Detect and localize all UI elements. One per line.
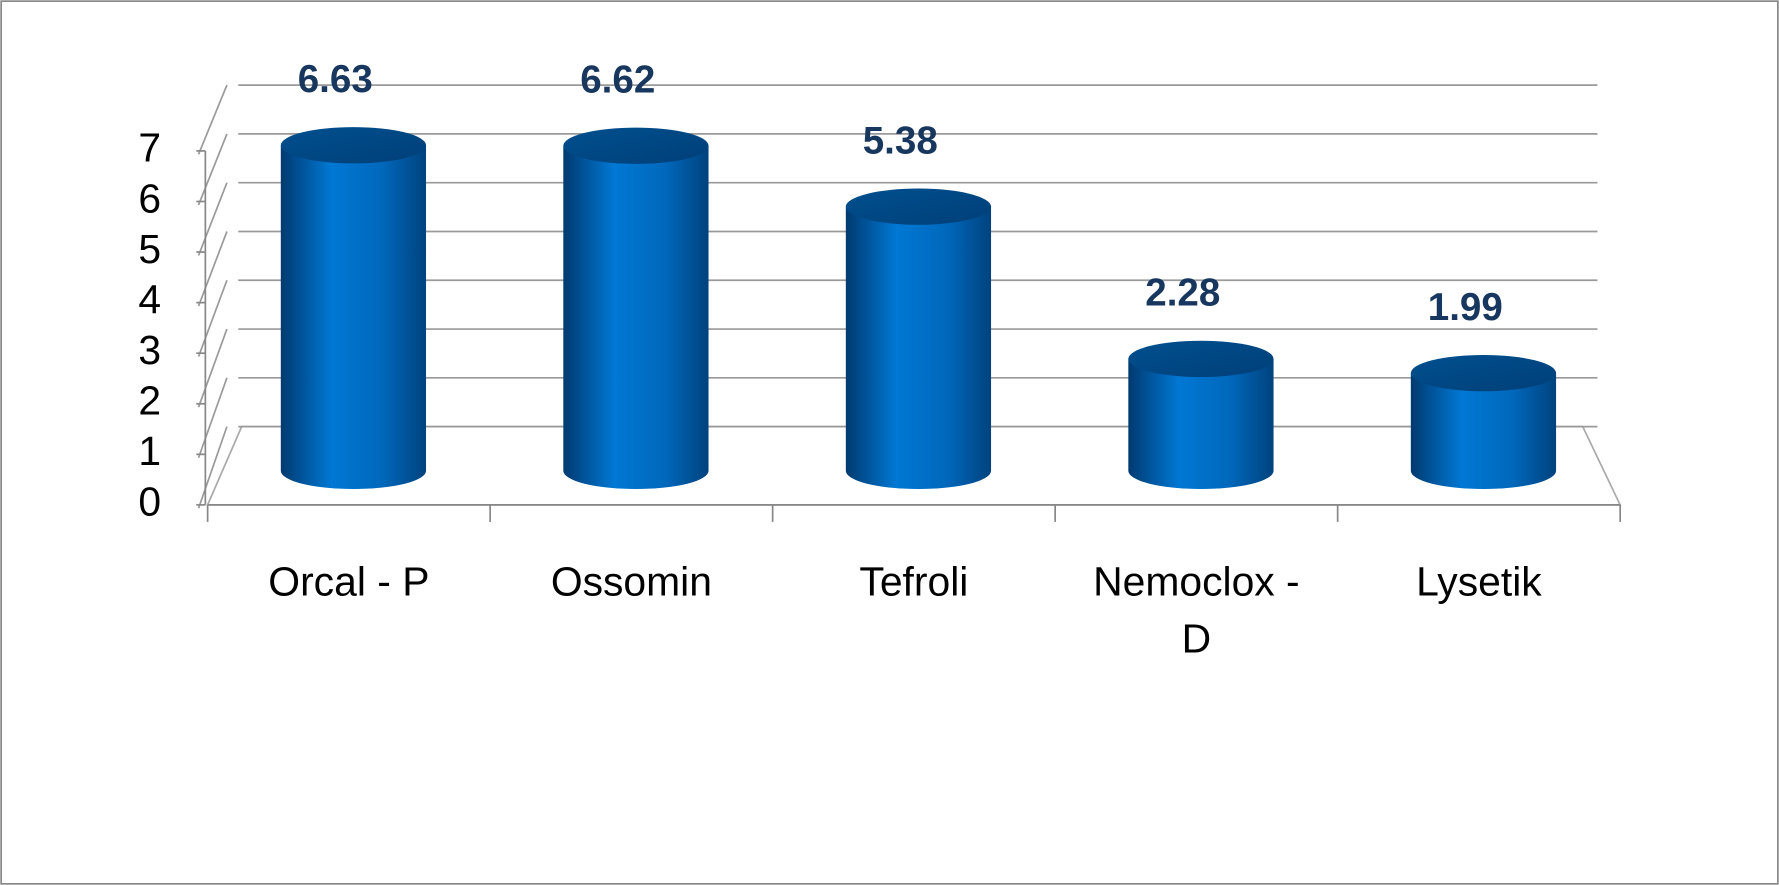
x-tick-label-box: Tefroli xyxy=(859,558,969,605)
bar-top xyxy=(845,188,992,225)
bar-top xyxy=(280,127,427,164)
data-label: 6.63 xyxy=(298,58,373,101)
side-grid-line xyxy=(197,426,228,509)
x-tick-label: Ossomin xyxy=(550,558,712,605)
x-tick-label-box: Ossomin xyxy=(550,558,712,605)
bar xyxy=(563,127,709,490)
side-grid-line xyxy=(197,133,228,206)
data-label: 6.62 xyxy=(580,58,655,101)
x-tick-label: Orcal - P xyxy=(268,558,430,605)
bar-body xyxy=(1128,358,1274,490)
y-tick-label: 6 xyxy=(138,175,161,221)
bar-top xyxy=(563,127,709,164)
x-tick-label: Nemoclox - D xyxy=(1093,558,1300,662)
bar xyxy=(1410,354,1557,490)
y-tick-label: 5 xyxy=(138,226,161,272)
bar xyxy=(845,188,992,490)
x-tick-label-box: Nemoclox - D xyxy=(1093,558,1300,662)
data-label: 1.99 xyxy=(1428,286,1503,329)
y-tick-label: 2 xyxy=(138,378,161,424)
x-tick-label: Tefroli xyxy=(859,558,969,605)
bar xyxy=(280,127,427,490)
bar xyxy=(1128,340,1274,490)
y-tick-label: 4 xyxy=(138,276,161,322)
bar-body xyxy=(1410,373,1557,490)
side-grid-line xyxy=(197,279,228,357)
x-tick-label-box: Orcal - P xyxy=(268,558,430,605)
y-tick-label: 3 xyxy=(138,327,161,373)
side-grid-line xyxy=(197,182,228,256)
side-grid-line xyxy=(197,84,228,155)
y-tick-label: 7 xyxy=(138,125,161,171)
bar-top xyxy=(1410,354,1557,392)
bar-top xyxy=(1128,340,1274,378)
y-tick-label: 0 xyxy=(138,479,161,525)
side-grid-line xyxy=(197,328,228,408)
bar-body xyxy=(280,145,427,490)
side-grid-line xyxy=(197,231,228,307)
bar-body xyxy=(845,206,992,490)
data-label: 2.28 xyxy=(1145,272,1220,315)
y-tick-label: 1 xyxy=(138,428,161,474)
bar-body xyxy=(563,145,709,490)
data-label: 5.38 xyxy=(863,119,938,162)
side-grid-line xyxy=(197,377,228,459)
x-tick-label: Lysetik xyxy=(1416,558,1542,605)
x-tick-label-box: Lysetik xyxy=(1416,558,1542,605)
